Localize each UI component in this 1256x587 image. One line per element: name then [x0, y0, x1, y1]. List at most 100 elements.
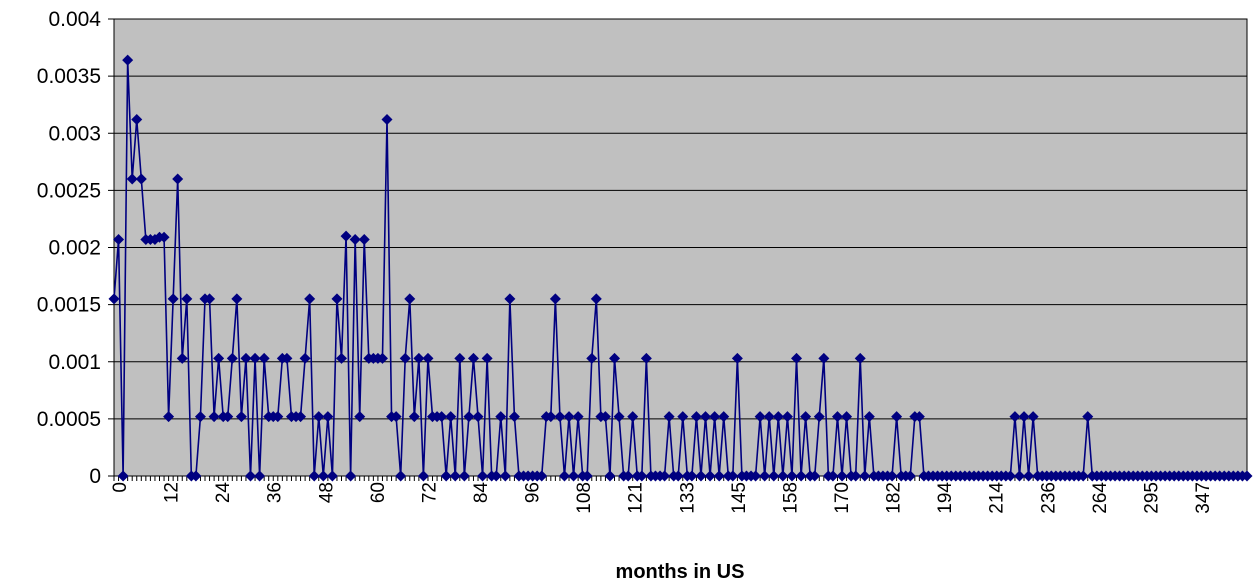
- x-tick-label: 170: [832, 482, 853, 514]
- data-point: [458, 470, 470, 482]
- y-tick-label: 0.002: [48, 237, 101, 260]
- x-tick-label: 158: [780, 482, 801, 514]
- data-point: [704, 470, 716, 482]
- data-point: [713, 470, 725, 482]
- data-point: [700, 411, 712, 423]
- data-point: [786, 470, 798, 482]
- data-point: [495, 411, 507, 423]
- data-point: [304, 293, 316, 305]
- data-point: [490, 470, 502, 482]
- x-tick-label: 84: [471, 482, 492, 504]
- x-tick-label: 194: [935, 482, 956, 514]
- data-point: [358, 234, 370, 246]
- data-point: [167, 293, 179, 305]
- data-point: [231, 293, 243, 305]
- data-point: [763, 411, 775, 423]
- data-point: [677, 411, 689, 423]
- y-tick-label: 0.0025: [37, 179, 101, 202]
- data-point: [472, 411, 484, 423]
- y-tick-label: 0.0035: [37, 65, 101, 88]
- data-point: [709, 411, 721, 423]
- data-point: [454, 352, 466, 364]
- data-point: [240, 352, 252, 364]
- data-point: [245, 470, 257, 482]
- data-point: [781, 411, 793, 423]
- data-point: [759, 470, 771, 482]
- y-tick-label: 0: [89, 465, 101, 488]
- data-point: [672, 470, 684, 482]
- data-point: [891, 411, 903, 423]
- data-point: [913, 411, 925, 423]
- data-point: [181, 293, 193, 305]
- x-tick-label: 182: [884, 482, 905, 514]
- data-point: [809, 470, 821, 482]
- data-point: [859, 470, 871, 482]
- data-point: [563, 411, 575, 423]
- y-tick-label: 0.0005: [37, 408, 101, 431]
- data-point: [158, 231, 170, 243]
- data-point: [349, 234, 361, 246]
- data-point: [627, 411, 639, 423]
- data-point: [163, 411, 175, 423]
- data-point: [622, 470, 634, 482]
- data-point: [322, 411, 334, 423]
- data-point: [299, 352, 311, 364]
- data-point: [549, 293, 561, 305]
- data-series: [108, 54, 1253, 482]
- data-point: [554, 411, 566, 423]
- data-point: [663, 411, 675, 423]
- data-point: [313, 411, 325, 423]
- data-point: [854, 352, 866, 364]
- x-axis-label: months in US: [616, 561, 745, 583]
- data-point: [126, 173, 138, 185]
- data-point: [1241, 470, 1253, 482]
- data-point: [1018, 411, 1030, 423]
- data-point: [659, 470, 671, 482]
- data-point: [695, 470, 707, 482]
- data-point: [508, 411, 520, 423]
- data-point: [568, 470, 580, 482]
- data-point: [208, 411, 220, 423]
- data-point: [750, 470, 762, 482]
- y-axis: 0 0.0005 0.001 0.0015 0.002 0.0025 0.003 0.0035…: [37, 8, 114, 488]
- data-point: [308, 470, 320, 482]
- x-tick-label: 145: [729, 482, 750, 514]
- data-point: [135, 173, 147, 185]
- y-tick-label: 0.004: [48, 8, 101, 31]
- data-point: [754, 411, 766, 423]
- data-point: [390, 411, 402, 423]
- data-point: [613, 411, 625, 423]
- x-tick-label: 96: [523, 482, 544, 503]
- data-point: [440, 470, 452, 482]
- data-point: [831, 411, 843, 423]
- x-tick-label: 133: [677, 482, 698, 514]
- data-point: [222, 411, 234, 423]
- data-point: [413, 352, 425, 364]
- data-point: [609, 352, 621, 364]
- data-point: [1077, 470, 1089, 482]
- data-point: [176, 352, 188, 364]
- data-point: [827, 470, 839, 482]
- data-point: [558, 470, 570, 482]
- data-point: [1027, 411, 1039, 423]
- data-point: [1082, 411, 1094, 423]
- data-point: [477, 470, 489, 482]
- data-point: [249, 352, 261, 364]
- data-point: [850, 470, 862, 482]
- data-point: [863, 411, 875, 423]
- data-point: [317, 470, 329, 482]
- data-point: [467, 352, 479, 364]
- x-tick-label: 295: [1141, 482, 1162, 514]
- data-point: [768, 470, 780, 482]
- data-point: [777, 470, 789, 482]
- x-tick-label: 48: [316, 482, 337, 503]
- data-point: [326, 470, 338, 482]
- x-tick-label: 0: [110, 482, 131, 493]
- data-point: [408, 411, 420, 423]
- data-point: [590, 293, 602, 305]
- data-point: [1009, 411, 1021, 423]
- x-tick-label: 24: [213, 482, 234, 504]
- data-point: [545, 411, 557, 423]
- y-tick-label: 0.001: [48, 351, 101, 374]
- x-axis: 0 12 24 36 48 60 72 84 96 108 121 133 145 158 170 182 19…: [110, 476, 1248, 514]
